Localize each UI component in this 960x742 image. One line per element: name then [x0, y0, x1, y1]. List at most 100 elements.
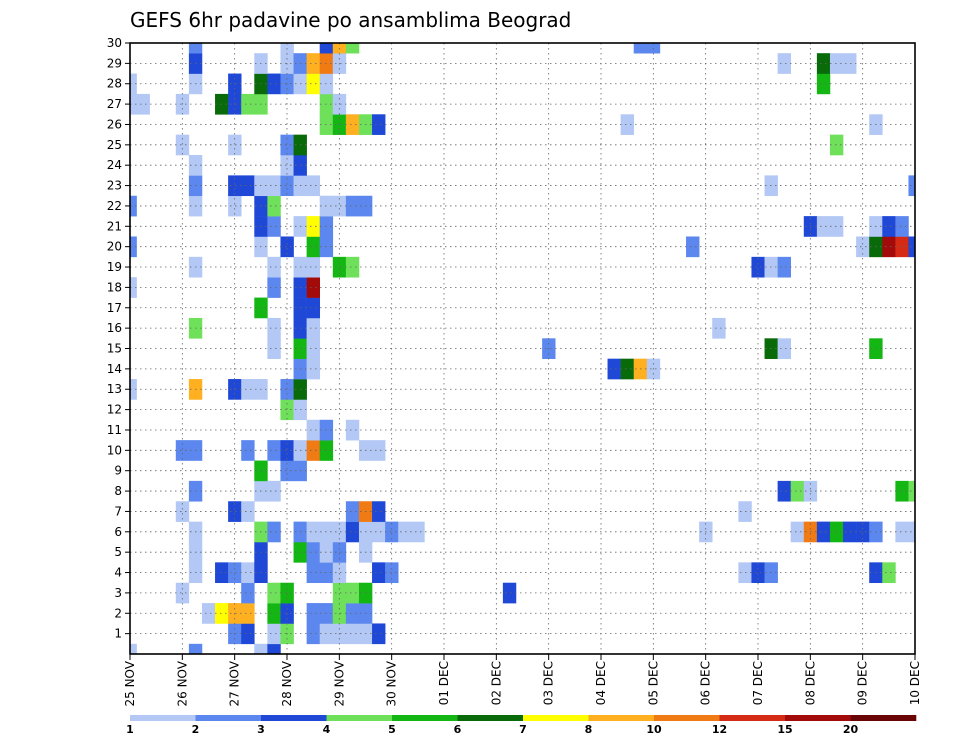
x-axis: 25 NOV 26 NOV 27 NOV 28 NOV 29 NOV 30 NOV 01 D… — [123, 654, 922, 707]
x-tick-label: 27 NOV — [228, 660, 242, 706]
x-tick-label: 04 DEC — [594, 661, 608, 705]
heatmap-cell — [280, 134, 294, 156]
heatmap-cell — [607, 358, 621, 380]
heatmap-cell — [267, 216, 281, 237]
heatmap-cell — [241, 440, 255, 461]
heatmap-cell — [816, 521, 831, 543]
heatmap-cell — [829, 521, 844, 543]
heatmap-cell — [882, 236, 896, 258]
heatmap-cell — [345, 521, 360, 543]
heatmap-cell — [777, 256, 792, 278]
heatmap-cell — [502, 582, 517, 604]
y-tick-label: 9 — [114, 464, 122, 478]
heatmap-cell — [306, 236, 321, 258]
heatmap-cell — [306, 440, 321, 461]
colorbar-label: 2 — [192, 723, 200, 736]
heatmap-cell — [306, 541, 321, 563]
heatmap-cell — [751, 562, 765, 584]
y-tick-label: 22 — [107, 199, 122, 213]
heatmap-cell — [816, 73, 831, 95]
colorbar-swatch — [261, 715, 327, 721]
heatmap-cell — [908, 521, 916, 543]
heatmap-cell — [908, 175, 916, 197]
heatmap-cell — [306, 175, 321, 197]
y-tick-label: 14 — [107, 362, 122, 376]
heatmap-cell — [267, 582, 281, 604]
heatmap-cell — [130, 73, 137, 95]
heatmap-cell — [790, 480, 805, 502]
y-tick-label: 6 — [114, 525, 122, 539]
y-tick-label: 25 — [107, 138, 122, 152]
heatmap-cell — [372, 501, 386, 522]
heatmap-cell — [228, 195, 242, 217]
heatmap-cell — [228, 562, 242, 584]
x-tick-label: 02 DEC — [489, 661, 503, 705]
x-tick-label: 30 NOV — [385, 660, 399, 706]
y-tick-label: 2 — [114, 606, 122, 620]
heatmap-cell — [345, 419, 360, 441]
heatmap-cell — [241, 562, 255, 584]
heatmap-cell — [372, 440, 386, 461]
heatmap-cell — [267, 195, 281, 217]
heatmap-cell — [130, 236, 137, 258]
heatmap-cell — [267, 73, 281, 95]
heatmap-cell — [306, 297, 321, 319]
heatmap-cell — [306, 277, 321, 298]
y-tick-label: 26 — [107, 117, 122, 131]
heatmap-cell — [895, 521, 909, 543]
heatmap-cell — [332, 562, 347, 584]
heatmap-cell — [280, 155, 294, 176]
heatmap-cell — [385, 521, 399, 543]
colorbar-label: 15 — [777, 723, 792, 736]
heatmap-cell — [332, 195, 347, 217]
colorbar-label: 1 — [126, 723, 134, 736]
heatmap-cell — [345, 501, 360, 522]
colorbar-swatch — [588, 715, 655, 721]
heatmap-cell — [241, 623, 255, 645]
colorbar-swatch — [785, 715, 851, 721]
heatmap-cell — [345, 623, 360, 645]
heatmap-cell — [280, 399, 294, 421]
heatmap-cell — [829, 134, 844, 156]
y-tick-label: 7 — [114, 504, 122, 518]
x-tick-label: 29 NOV — [332, 660, 346, 706]
heatmap-cell — [280, 460, 294, 482]
heatmap-cell — [130, 93, 137, 115]
heatmap-cell — [620, 114, 635, 135]
heatmap-cell — [306, 338, 321, 359]
heatmap-cell — [175, 440, 190, 461]
heatmap-cell — [843, 53, 857, 74]
colorbar-swatch — [195, 715, 262, 721]
y-tick-label: 13 — [107, 382, 122, 396]
x-tick-label: 05 DEC — [646, 661, 660, 705]
heatmap-cell — [385, 562, 399, 584]
heatmap-cell — [306, 73, 321, 95]
heatmap-cell — [228, 134, 242, 156]
heatmap-cell — [712, 317, 726, 339]
x-tick-label: 06 DEC — [699, 661, 713, 705]
heatmap-cell — [816, 216, 831, 237]
heatmap-cell — [306, 562, 321, 584]
heatmap-cell — [777, 480, 792, 502]
heatmap-cell — [306, 216, 321, 237]
heatmap-cell — [345, 43, 360, 54]
colorbar-swatch — [523, 715, 589, 721]
heatmap-cell — [332, 256, 347, 278]
heatmap-cell — [306, 521, 321, 543]
grid-lines — [130, 43, 915, 654]
heatmap-cell — [130, 277, 137, 298]
heatmap-cell — [882, 562, 896, 584]
y-tick-label: 21 — [107, 219, 122, 233]
heatmap-cell — [620, 358, 635, 380]
heatmap-cell — [332, 521, 347, 543]
heatmap-cell — [188, 643, 203, 655]
heatmap-cell — [633, 43, 648, 54]
heatmap-cell — [306, 53, 321, 74]
heatmap-cell — [843, 521, 857, 543]
heatmap-cell — [908, 480, 916, 502]
heatmap-cell — [345, 582, 360, 604]
colorbar-label: 6 — [454, 723, 462, 736]
heatmap-cell — [777, 338, 792, 359]
heatmap-cell — [241, 603, 255, 624]
heatmap-cell — [215, 562, 229, 584]
